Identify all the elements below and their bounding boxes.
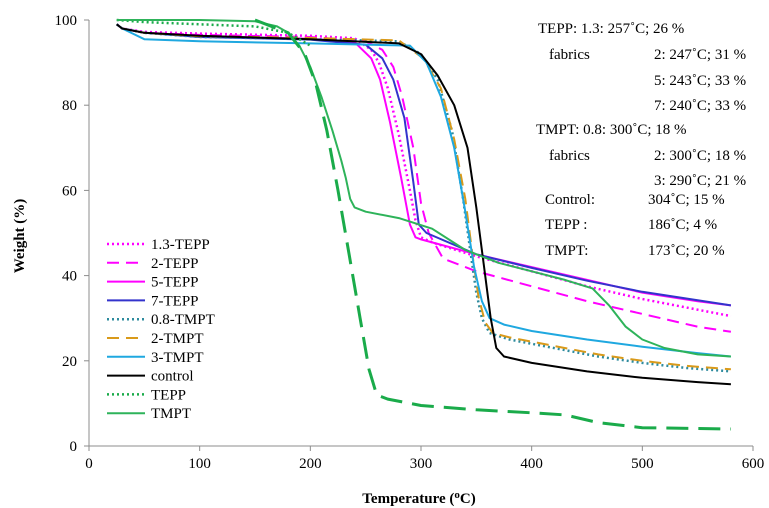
y-axis-title: Weight (%) [12, 199, 28, 274]
ann-control-label: Control: [545, 192, 595, 208]
x-tick-label: 600 [742, 456, 765, 472]
x-tick-label: 400 [520, 456, 543, 472]
x-tick-label: 0 [85, 456, 93, 472]
ann-fabrics-label-1: fabrics [549, 47, 590, 63]
y-tick-label: 100 [55, 13, 78, 29]
ann-fabrics-label-2: fabrics [549, 148, 590, 164]
legend-label: TEPP [151, 387, 186, 403]
ann-tmpt-2: 2: 300˚C; 18 % [654, 148, 746, 164]
series-line-2-tepp [116, 23, 732, 333]
ann-tepp-7: 7: 240˚C; 33 % [654, 98, 746, 114]
series-line-3-tmpt [116, 23, 732, 358]
ann-tepp-pure-value: 186˚C; 4 % [648, 217, 717, 233]
legend-label: TMPT [151, 406, 191, 422]
ann-tmpt-0-8: TMPT: 0.8: 300˚C; 18 % [536, 122, 687, 138]
ann-tepp-1-3: TEPP: 1.3: 257˚C; 26 % [538, 21, 684, 37]
x-axis-title: Temperature (oC) [362, 489, 475, 507]
y-tick-label: 0 [70, 439, 78, 455]
series-line-tmpt [116, 19, 731, 358]
legend-label: 2-TMPT [151, 331, 204, 347]
legend-label: 7-TEPP [151, 293, 199, 309]
series-line-7-tepp [116, 23, 732, 307]
x-tick-label: 300 [410, 456, 433, 472]
legend-label: 0.8-TMPT [151, 312, 215, 328]
y-tick-label: 20 [62, 354, 77, 370]
ann-tepp-5: 5: 243˚C; 33 % [654, 73, 746, 89]
ann-tepp-2: 2: 247˚C; 31 % [654, 47, 746, 63]
ann-tmpt-pure-value: 173˚C; 20 % [648, 243, 725, 259]
y-tick-label: 80 [62, 98, 77, 114]
series-line-tepp [116, 18, 311, 47]
x-tick-label: 200 [299, 456, 322, 472]
y-tick-label: 60 [62, 183, 77, 199]
legend-label: 2-TEPP [151, 256, 199, 272]
axes-layer: 0 20 40 60 80 100 0 100 200 300 400 500 600 [55, 13, 765, 472]
legend: 1.3-TEPP 2-TEPP 5-TEPP 7-TEPP 0.8-TMPT 2-TMPT… [107, 237, 215, 422]
legend-label: control [151, 369, 194, 385]
annotation-block: TEPP: 1.3: 257˚C; 26 % fabrics 2: 247˚C;… [536, 21, 746, 259]
series-line-5-tepp [116, 23, 732, 307]
legend-label: 1.3-TEPP [151, 237, 210, 253]
x-axis-title-main: Temperature ( [362, 491, 454, 507]
ann-tmpt-pure-label: TMPT: [545, 243, 588, 259]
x-axis-title-end: C) [460, 491, 476, 507]
x-tick-label: 500 [631, 456, 654, 472]
series-layer [115, 18, 732, 431]
series-line-control [116, 23, 731, 386]
ann-tmpt-3: 3: 290˚C; 21 % [654, 173, 746, 189]
ann-control-value: 304˚C; 15 % [648, 192, 725, 208]
legend-label: 5-TEPP [151, 275, 199, 291]
series-line-1-3-tepp [115, 23, 732, 318]
x-tick-label: 100 [188, 456, 211, 472]
ann-tepp-pure-label: TEPP : [545, 217, 587, 233]
y-tick-label: 40 [62, 269, 77, 285]
series-line-unlabeled [254, 18, 731, 431]
legend-label: 3-TMPT [151, 350, 204, 366]
x-axis-title-sup: o [454, 489, 460, 501]
